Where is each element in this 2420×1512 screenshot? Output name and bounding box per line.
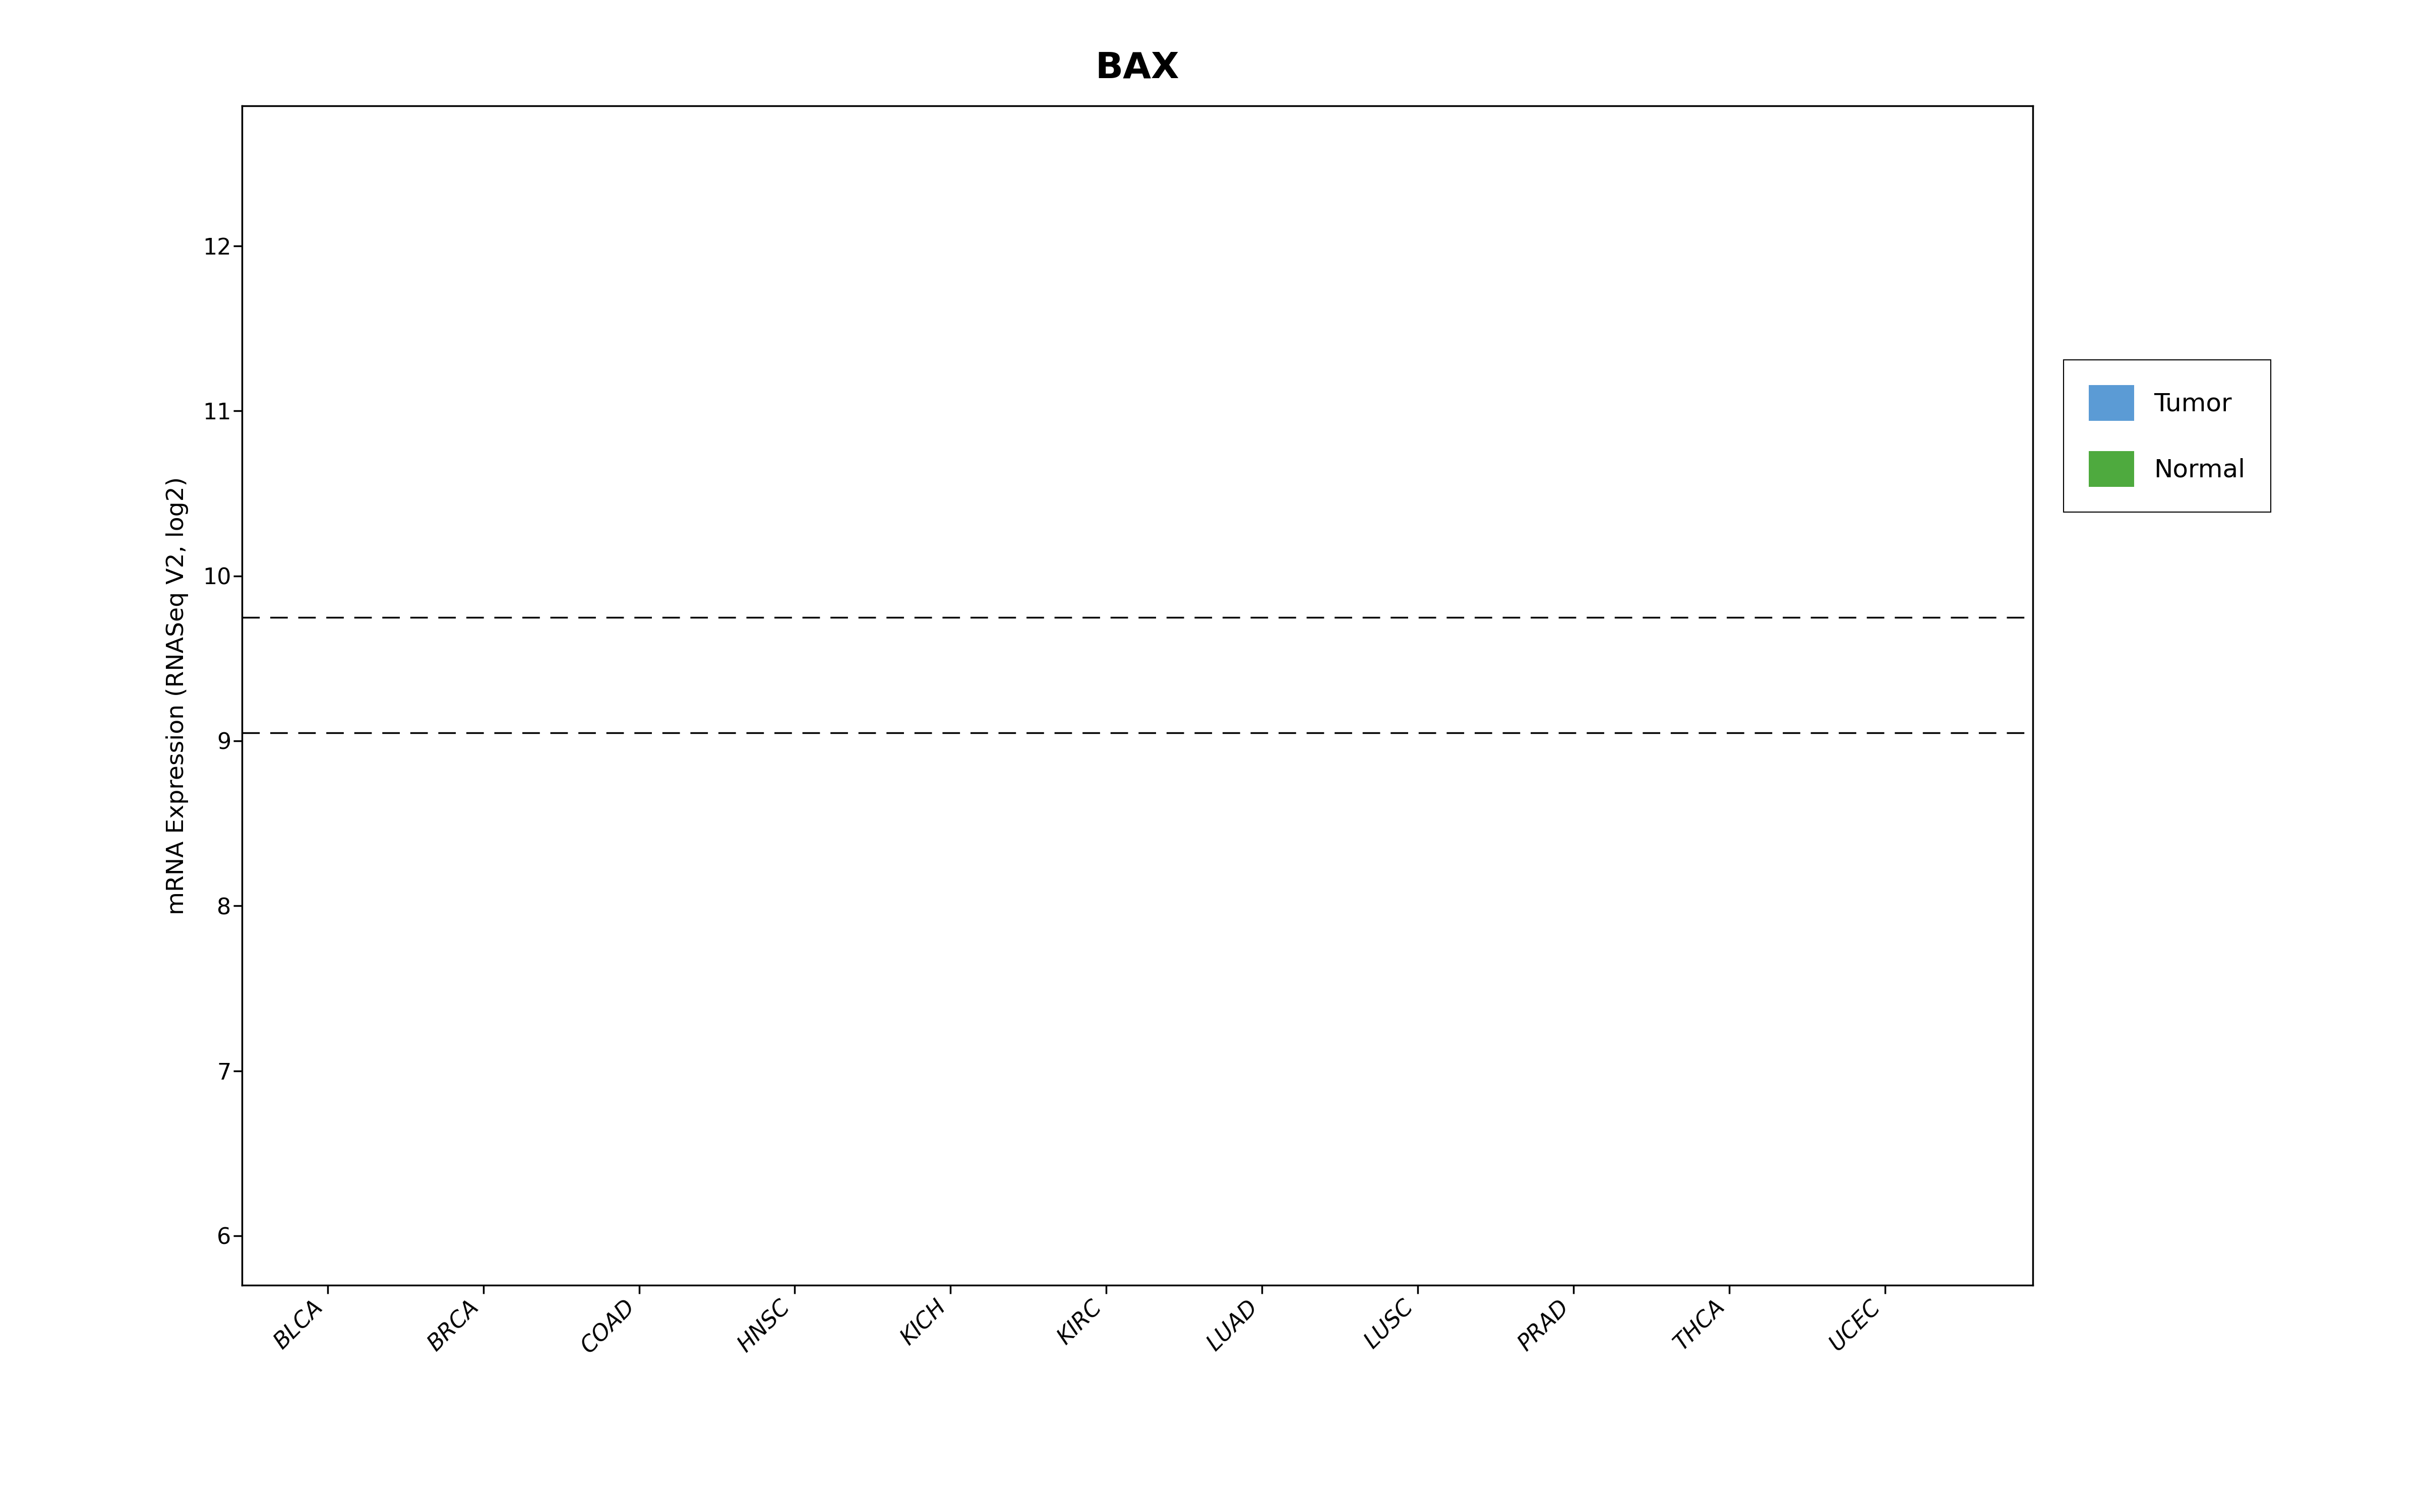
- Y-axis label: mRNA Expression (RNASeq V2, log2): mRNA Expression (RNASeq V2, log2): [167, 476, 189, 915]
- Title: BAX: BAX: [1096, 50, 1179, 85]
- Legend: Tumor, Normal: Tumor, Normal: [2064, 360, 2270, 513]
